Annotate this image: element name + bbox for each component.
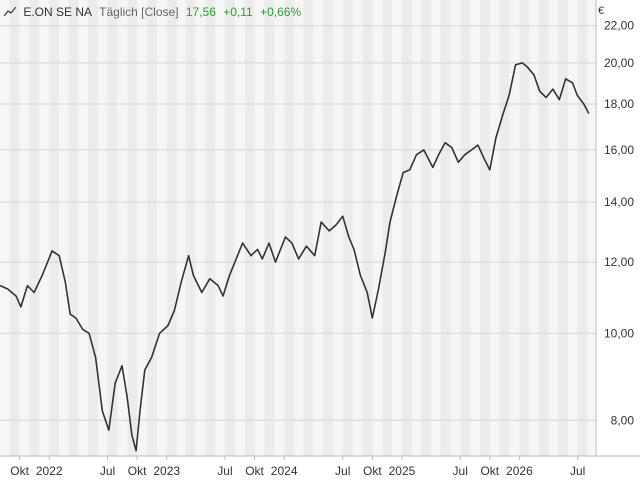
month-band — [538, 0, 549, 456]
grid-lines — [0, 25, 596, 421]
x-axis-labels: Okt 2022 Jul Okt 2023 Jul Okt 2024 Jul Okt 2025 Jul… — [10, 456, 585, 478]
month-band — [49, 0, 60, 456]
month-band — [519, 0, 530, 456]
y-tick-label: 10,00 — [604, 326, 634, 340]
x-tick-label: Jul — [335, 464, 350, 478]
y-tick-label: 16,00 — [604, 143, 634, 157]
month-band — [244, 0, 255, 456]
interval-label[interactable]: Täglich [Close] — [99, 5, 179, 19]
month-band — [577, 0, 588, 456]
x-tick-label: Jul — [453, 464, 468, 478]
x-tick-label: Jul — [217, 464, 232, 478]
month-band — [29, 0, 40, 456]
series-layer — [0, 62, 590, 452]
month-band — [342, 0, 353, 456]
change-absolute: +0,11 — [223, 5, 253, 19]
month-band — [401, 0, 412, 456]
x-tick-label: 2025 — [389, 464, 416, 478]
month-band — [107, 0, 118, 456]
month-band — [440, 0, 451, 456]
month-band — [362, 0, 373, 456]
month-band — [166, 0, 177, 456]
month-band — [185, 0, 196, 456]
chart-header: E.ON SE NA Täglich [Close] 17,56 +0,11 +… — [3, 4, 305, 20]
x-tick-label: Jul — [570, 464, 585, 478]
y-tick-label: 22,00 — [604, 19, 634, 33]
y-tick-label: 12,00 — [604, 255, 634, 269]
y-tick-label: 18,00 — [604, 97, 634, 111]
y-axis-labels: 8,00 10,00 12,00 14,00 16,00 18,00 20,00 22,00 — [604, 19, 634, 428]
last-price: 17,56 — [185, 5, 216, 19]
price-series-line — [0, 62, 590, 452]
month-band — [68, 0, 79, 456]
x-tick-label: Jul — [100, 464, 115, 478]
x-tick-label: 2026 — [506, 464, 533, 478]
month-band — [147, 0, 157, 456]
month-band — [284, 0, 295, 456]
month-band — [499, 0, 510, 456]
month-band — [224, 0, 235, 456]
y-tick-label: 20,00 — [604, 56, 634, 70]
x-tick-label: 2022 — [36, 464, 63, 478]
instrument-name: E.ON SE NA — [23, 5, 93, 19]
month-band — [480, 0, 490, 456]
x-tick-label: 2024 — [271, 464, 298, 478]
change-percent: +0,66% — [260, 5, 302, 19]
month-band — [382, 0, 392, 456]
month-band — [420, 0, 431, 456]
x-tick-label: Okt — [128, 464, 147, 478]
month-band — [558, 0, 569, 456]
x-tick-label: Okt — [10, 464, 29, 478]
month-band — [323, 0, 334, 456]
currency-label: € — [598, 5, 605, 17]
month-band — [264, 0, 275, 456]
month-band — [127, 0, 138, 456]
month-band — [303, 0, 314, 456]
y-tick-label: 8,00 — [611, 413, 635, 427]
month-band — [9, 0, 20, 456]
x-tick-label: Okt — [363, 464, 382, 478]
month-band — [87, 0, 98, 456]
month-band — [205, 0, 216, 456]
y-tick-label: 14,00 — [604, 195, 634, 209]
month-bands — [0, 0, 596, 456]
month-band — [460, 0, 471, 456]
line-chart-icon — [3, 5, 19, 19]
x-tick-label: 2023 — [153, 464, 180, 478]
x-tick-label: Okt — [245, 464, 264, 478]
x-tick-label: Okt — [480, 464, 499, 478]
